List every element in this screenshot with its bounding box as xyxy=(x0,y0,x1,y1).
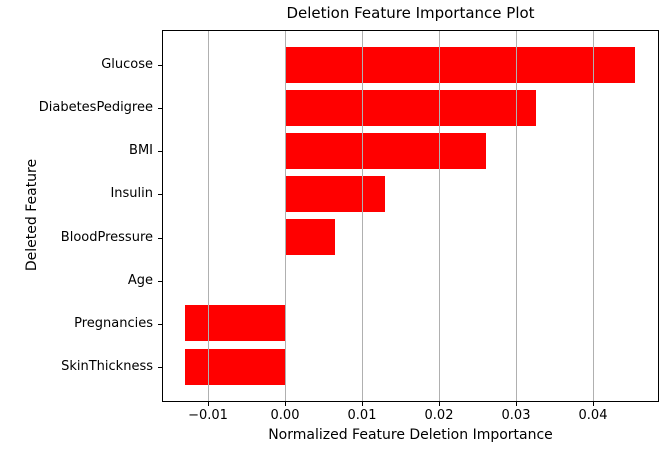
y-tick-label: Glucose xyxy=(101,57,153,72)
x-tick-mark xyxy=(208,402,209,406)
y-tick-label: Age xyxy=(127,273,153,288)
bar-Glucose xyxy=(285,47,635,83)
gridline xyxy=(593,31,594,401)
x-tick-mark xyxy=(516,402,517,406)
x-tick-label: 0.01 xyxy=(347,408,377,423)
bar-Pregnancies xyxy=(185,305,285,341)
x-axis-label: Normalized Feature Deletion Importance xyxy=(268,427,553,443)
y-tick-label: DiabetesPedigree xyxy=(38,100,153,115)
x-tick-mark xyxy=(593,402,594,406)
y-tick-mark xyxy=(158,194,162,195)
y-tick-label: BloodPressure xyxy=(60,230,153,245)
bar-BloodPressure xyxy=(285,219,335,255)
y-tick-mark xyxy=(158,281,162,282)
bar-Insulin xyxy=(285,176,385,212)
x-tick-mark xyxy=(439,402,440,406)
y-tick-label: SkinThickness xyxy=(61,359,153,374)
y-tick-mark xyxy=(158,65,162,66)
x-tick-mark xyxy=(362,402,363,406)
y-tick-label: BMI xyxy=(129,143,153,158)
gridline xyxy=(285,31,286,401)
chart-title: Deletion Feature Importance Plot xyxy=(286,4,535,22)
x-tick-label: 0.02 xyxy=(424,408,454,423)
y-tick-mark xyxy=(158,367,162,368)
bar-BMI xyxy=(285,133,486,169)
gridline xyxy=(362,31,363,401)
bar-SkinThickness xyxy=(185,349,285,385)
y-tick-mark xyxy=(158,238,162,239)
x-tick-label: 0.00 xyxy=(270,408,300,423)
x-tick-label: 0.04 xyxy=(578,408,608,423)
x-tick-label: −0.01 xyxy=(188,408,228,423)
gridline xyxy=(439,31,440,401)
gridline xyxy=(208,31,209,401)
gridline xyxy=(516,31,517,401)
y-tick-label: Insulin xyxy=(110,186,153,201)
x-tick-mark xyxy=(285,402,286,406)
y-tick-label: Pregnancies xyxy=(74,316,153,331)
x-tick-label: 0.03 xyxy=(501,408,531,423)
plot-area xyxy=(162,30,659,402)
y-tick-mark xyxy=(158,324,162,325)
y-axis-label: Deleted Feature xyxy=(24,158,40,272)
y-tick-mark xyxy=(158,108,162,109)
bar-DiabetesPedigree xyxy=(285,90,536,126)
y-tick-mark xyxy=(158,151,162,152)
